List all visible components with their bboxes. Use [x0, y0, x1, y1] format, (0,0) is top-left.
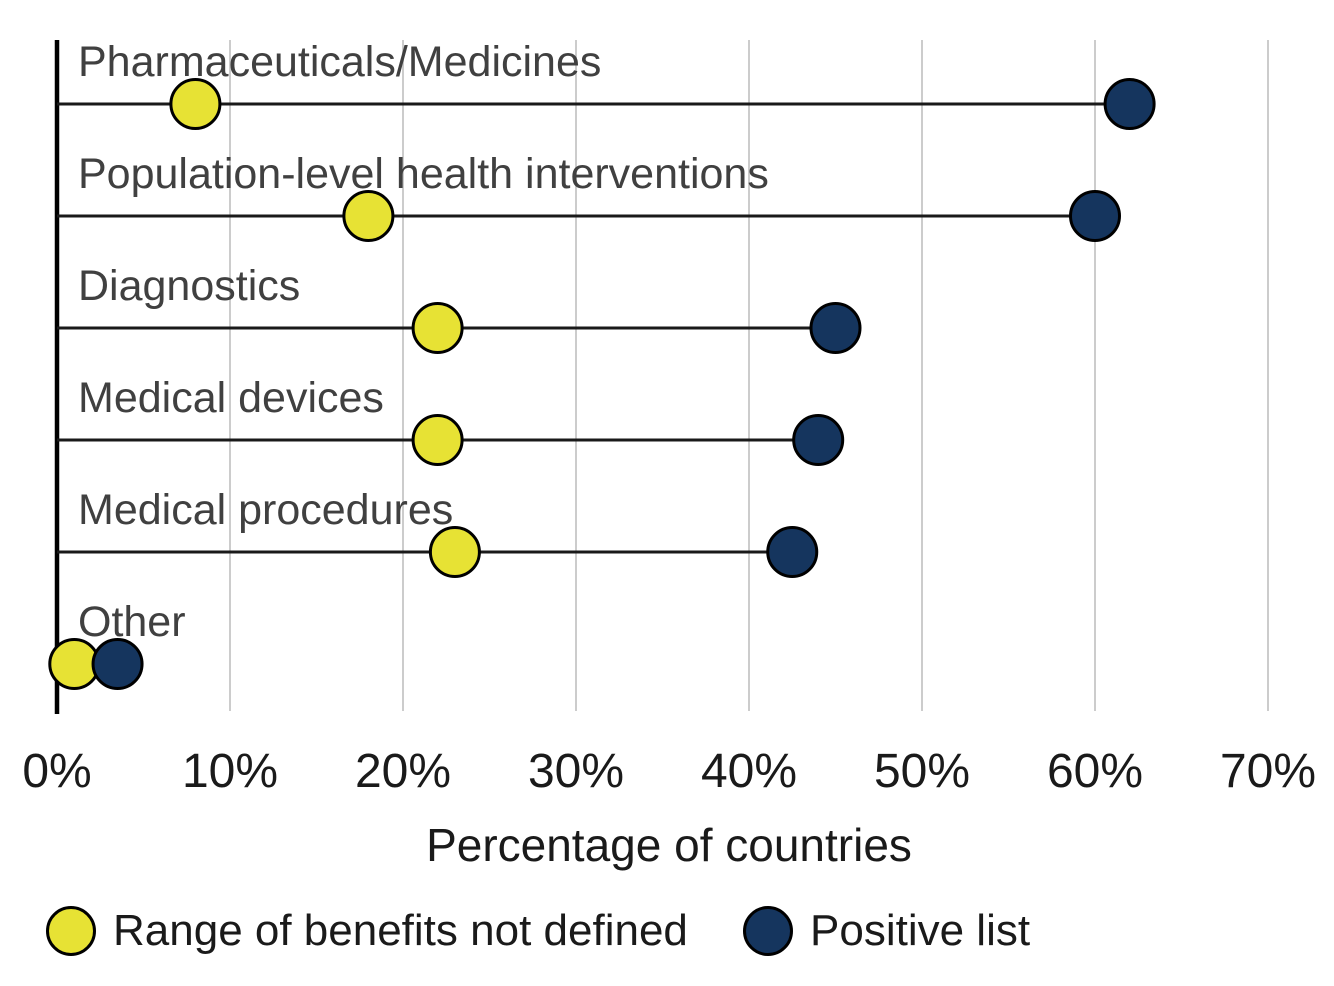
dot-range-of-benefits-not-defined: [342, 190, 395, 242]
dot-positive-list: [1069, 190, 1121, 242]
navy-circle-swatch: [743, 906, 793, 956]
x-tick-label: 40%: [701, 745, 797, 798]
yellow-circle-swatch: [46, 906, 96, 956]
dot-positive-list: [766, 526, 819, 578]
category-label: Pharmaceuticals/Medicines: [78, 38, 601, 86]
legend-item-range-not-defined: Range of benefits not defined: [46, 903, 688, 959]
dot-range-of-benefits-not-defined: [411, 302, 464, 354]
dot-positive-list: [792, 414, 845, 466]
dot-range-of-benefits-not-defined: [169, 78, 222, 130]
category-label: Other: [78, 598, 186, 646]
x-tick-label: 70%: [1220, 745, 1316, 798]
legend-label-positive-list: Positive list: [810, 906, 1031, 955]
dot-positive-list: [91, 638, 144, 690]
x-tick-label: 50%: [874, 745, 970, 798]
dot-range-of-benefits-not-defined: [428, 526, 481, 578]
x-tick-label: 60%: [1047, 745, 1143, 798]
dot-positive-list: [809, 302, 862, 354]
dot-positive-list: [1103, 78, 1156, 130]
x-axis-title: Percentage of countries: [426, 819, 912, 871]
dot-range-of-benefits-not-defined: [411, 414, 464, 466]
category-label: Medical devices: [78, 374, 384, 422]
legend-label-range-not-defined: Range of benefits not defined: [113, 906, 688, 955]
x-tick-label: 0%: [22, 745, 91, 798]
x-tick-label: 30%: [528, 745, 624, 798]
x-tick-label: 10%: [182, 745, 278, 798]
category-label: Diagnostics: [78, 262, 300, 310]
legend-item-positive-list: Positive list: [743, 903, 1030, 959]
category-label: Medical procedures: [78, 486, 453, 534]
x-tick-label: 20%: [355, 745, 451, 798]
category-label: Population-level health interventions: [78, 150, 769, 198]
dot-range-of-benefits-not-defined: [48, 638, 101, 690]
